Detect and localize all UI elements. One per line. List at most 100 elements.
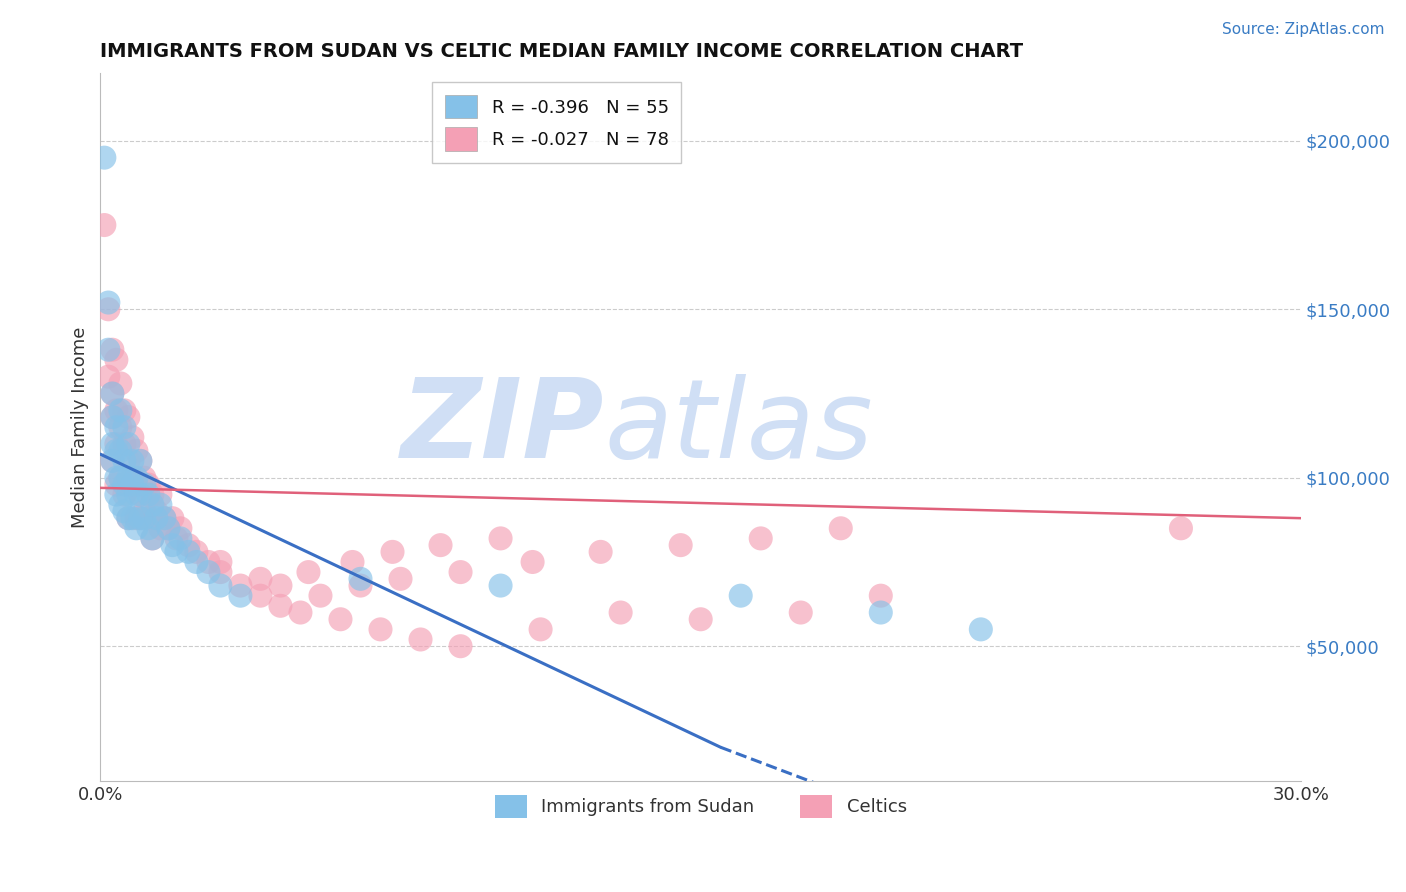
Point	[134, 477, 156, 491]
Point	[105, 403, 128, 417]
Point	[112, 437, 135, 451]
Point	[129, 487, 152, 501]
Point	[138, 477, 160, 491]
Point	[105, 420, 128, 434]
Point	[110, 471, 132, 485]
Point	[429, 538, 451, 552]
Point	[186, 545, 208, 559]
Point	[153, 511, 176, 525]
Point	[129, 487, 152, 501]
Point	[121, 477, 143, 491]
Point	[609, 606, 631, 620]
Point	[110, 498, 132, 512]
Point	[125, 443, 148, 458]
Text: IMMIGRANTS FROM SUDAN VS CELTIC MEDIAN FAMILY INCOME CORRELATION CHART: IMMIGRANTS FROM SUDAN VS CELTIC MEDIAN F…	[100, 42, 1024, 61]
Point	[112, 504, 135, 518]
Point	[112, 403, 135, 417]
Point	[157, 521, 180, 535]
Point	[105, 477, 128, 491]
Point	[489, 532, 512, 546]
Point	[1170, 521, 1192, 535]
Point	[125, 477, 148, 491]
Text: atlas: atlas	[605, 374, 873, 481]
Point	[125, 511, 148, 525]
Point	[125, 471, 148, 485]
Point	[117, 410, 139, 425]
Point	[229, 578, 252, 592]
Point	[110, 376, 132, 391]
Point	[177, 545, 200, 559]
Point	[869, 589, 891, 603]
Point	[141, 532, 163, 546]
Point	[669, 538, 692, 552]
Point	[145, 504, 167, 518]
Point	[589, 545, 612, 559]
Point	[389, 572, 412, 586]
Point	[138, 487, 160, 501]
Point	[830, 521, 852, 535]
Point	[129, 511, 152, 525]
Point	[138, 521, 160, 535]
Point	[112, 477, 135, 491]
Point	[138, 511, 160, 525]
Point	[101, 343, 124, 357]
Point	[229, 589, 252, 603]
Point	[297, 565, 319, 579]
Point	[269, 599, 291, 613]
Point	[970, 623, 993, 637]
Point	[197, 565, 219, 579]
Point	[125, 487, 148, 501]
Point	[162, 511, 184, 525]
Point	[869, 606, 891, 620]
Point	[125, 521, 148, 535]
Point	[349, 572, 371, 586]
Point	[117, 477, 139, 491]
Point	[121, 454, 143, 468]
Text: Source: ZipAtlas.com: Source: ZipAtlas.com	[1222, 22, 1385, 37]
Point	[730, 589, 752, 603]
Point	[129, 511, 152, 525]
Point	[101, 437, 124, 451]
Point	[749, 532, 772, 546]
Point	[117, 487, 139, 501]
Point	[121, 430, 143, 444]
Point	[121, 511, 143, 525]
Point	[162, 538, 184, 552]
Point	[145, 511, 167, 525]
Point	[93, 151, 115, 165]
Point	[117, 511, 139, 525]
Point	[110, 471, 132, 485]
Point	[209, 578, 232, 592]
Legend: Immigrants from Sudan, Celtics: Immigrants from Sudan, Celtics	[488, 788, 914, 825]
Point	[249, 572, 271, 586]
Point	[112, 487, 135, 501]
Point	[450, 565, 472, 579]
Point	[149, 521, 172, 535]
Point	[101, 386, 124, 401]
Y-axis label: Median Family Income: Median Family Income	[72, 326, 89, 528]
Point	[370, 623, 392, 637]
Point	[689, 612, 711, 626]
Point	[342, 555, 364, 569]
Point	[209, 565, 232, 579]
Point	[110, 403, 132, 417]
Point	[129, 454, 152, 468]
Point	[117, 454, 139, 468]
Point	[117, 437, 139, 451]
Point	[97, 369, 120, 384]
Point	[249, 589, 271, 603]
Point	[101, 454, 124, 468]
Point	[97, 343, 120, 357]
Point	[153, 511, 176, 525]
Point	[522, 555, 544, 569]
Point	[134, 471, 156, 485]
Point	[97, 302, 120, 317]
Point	[105, 352, 128, 367]
Point	[186, 555, 208, 569]
Point	[309, 589, 332, 603]
Point	[450, 639, 472, 653]
Point	[93, 218, 115, 232]
Point	[141, 532, 163, 546]
Point	[157, 521, 180, 535]
Point	[134, 511, 156, 525]
